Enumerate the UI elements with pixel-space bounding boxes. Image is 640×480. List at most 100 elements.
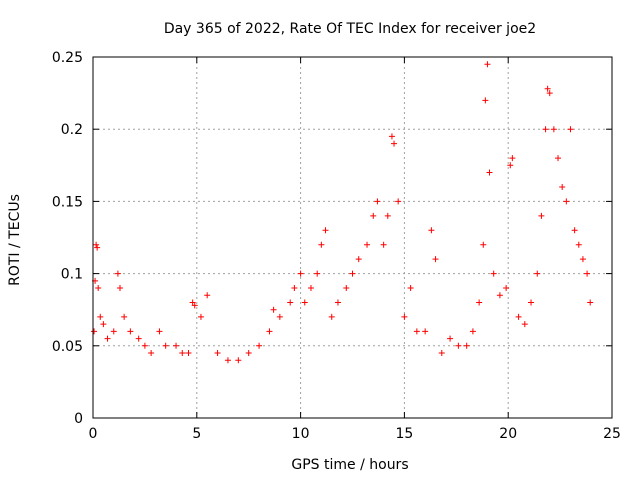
x-axis-label: GPS time / hours bbox=[291, 457, 408, 473]
data-point bbox=[563, 198, 570, 205]
y-tick-label: 0 bbox=[74, 411, 83, 427]
data-point bbox=[509, 155, 516, 162]
data-point bbox=[391, 140, 398, 147]
data-point bbox=[276, 313, 283, 320]
data-point bbox=[384, 212, 391, 219]
data-point bbox=[121, 313, 128, 320]
data-point bbox=[127, 328, 134, 335]
data-point bbox=[148, 350, 155, 357]
data-point bbox=[579, 256, 586, 263]
x-tick-label: 15 bbox=[395, 426, 413, 442]
data-point bbox=[355, 256, 362, 263]
data-point bbox=[297, 270, 304, 277]
data-point bbox=[364, 241, 371, 248]
data-point bbox=[314, 270, 321, 277]
data-point bbox=[94, 244, 101, 251]
data-point bbox=[374, 198, 381, 205]
plot-frame bbox=[92, 56, 613, 419]
x-tick-label: 5 bbox=[192, 426, 201, 442]
data-point bbox=[104, 335, 111, 342]
data-point bbox=[301, 299, 308, 306]
data-point bbox=[322, 227, 329, 234]
data-point bbox=[407, 285, 414, 292]
data-point bbox=[521, 321, 528, 328]
data-point bbox=[463, 342, 470, 349]
data-point bbox=[266, 328, 273, 335]
data-point bbox=[191, 302, 198, 309]
y-tick-label: 0.25 bbox=[52, 50, 83, 66]
data-point bbox=[438, 350, 445, 357]
chart-title: Day 365 of 2022, Rate Of TEC Index for r… bbox=[164, 21, 536, 37]
data-points bbox=[91, 61, 594, 364]
data-point bbox=[584, 270, 591, 277]
data-point bbox=[185, 350, 192, 357]
data-point bbox=[480, 241, 487, 248]
data-point bbox=[91, 328, 98, 335]
data-point bbox=[197, 313, 204, 320]
data-point bbox=[328, 313, 335, 320]
data-point bbox=[116, 285, 123, 292]
data-point bbox=[507, 162, 514, 169]
x-tick-label: 20 bbox=[499, 426, 517, 442]
data-point bbox=[135, 335, 142, 342]
data-point bbox=[455, 342, 462, 349]
data-point bbox=[534, 270, 541, 277]
data-point bbox=[428, 227, 435, 234]
y-axis-ticks: 0 0.05 0.1 0.15 0.2 0.25 bbox=[52, 50, 612, 427]
data-point bbox=[245, 350, 252, 357]
data-point bbox=[343, 285, 350, 292]
data-point bbox=[204, 292, 211, 299]
data-point bbox=[587, 299, 594, 306]
data-point bbox=[555, 155, 562, 162]
data-point bbox=[476, 299, 483, 306]
data-point bbox=[162, 342, 169, 349]
data-point bbox=[401, 313, 408, 320]
grid-lines bbox=[93, 57, 612, 418]
data-point bbox=[95, 285, 102, 292]
y-tick-label: 0.05 bbox=[52, 339, 83, 355]
data-point bbox=[571, 227, 578, 234]
data-point bbox=[370, 212, 377, 219]
data-point bbox=[550, 126, 557, 133]
data-point bbox=[93, 241, 100, 248]
data-point bbox=[270, 306, 277, 313]
x-tick-label: 0 bbox=[89, 426, 98, 442]
y-tick-label: 0.1 bbox=[61, 267, 83, 283]
data-point bbox=[482, 97, 489, 104]
data-point bbox=[214, 350, 221, 357]
data-point bbox=[318, 241, 325, 248]
data-point bbox=[496, 292, 503, 299]
data-point bbox=[307, 285, 314, 292]
data-point bbox=[114, 270, 121, 277]
data-point bbox=[528, 299, 535, 306]
data-point bbox=[447, 335, 454, 342]
data-point bbox=[490, 270, 497, 277]
data-point bbox=[503, 285, 510, 292]
data-point bbox=[380, 241, 387, 248]
data-point bbox=[256, 342, 263, 349]
y-tick-label: 0.2 bbox=[61, 122, 83, 138]
data-point bbox=[469, 328, 476, 335]
data-point bbox=[567, 126, 574, 133]
data-point bbox=[334, 299, 341, 306]
y-axis-label: ROTI / TECUs bbox=[7, 194, 23, 286]
y-tick-label: 0.15 bbox=[52, 194, 83, 210]
data-point bbox=[291, 285, 298, 292]
data-point bbox=[486, 169, 493, 176]
data-point bbox=[179, 350, 186, 357]
data-point bbox=[542, 126, 549, 133]
data-point bbox=[395, 198, 402, 205]
data-point bbox=[224, 357, 231, 364]
data-point bbox=[484, 61, 491, 68]
data-point bbox=[432, 256, 439, 263]
data-point bbox=[287, 299, 294, 306]
data-point bbox=[546, 90, 553, 97]
data-point bbox=[110, 328, 117, 335]
data-point bbox=[559, 183, 566, 190]
data-point bbox=[235, 357, 242, 364]
data-point bbox=[544, 85, 551, 92]
data-point bbox=[575, 241, 582, 248]
x-axis-ticks: 0 5 10 15 20 25 bbox=[89, 57, 621, 442]
data-point bbox=[413, 328, 420, 335]
